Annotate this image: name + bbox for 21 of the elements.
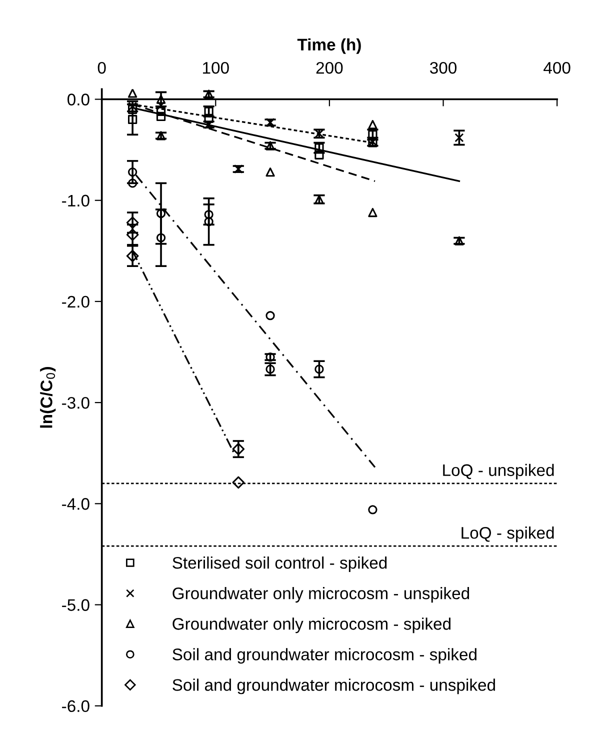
legend-label: Soil and groundwater microcosm - unspiked [172, 678, 495, 694]
y-tick-label: -4.0 [62, 498, 90, 510]
legend-label: Soil and groundwater microcosm - spiked [172, 648, 476, 664]
ref-line-label: LoQ - unspiked [443, 464, 554, 480]
legend-label: Sterilised soil control - spiked [172, 556, 387, 572]
x-tick-label: 100 [203, 62, 229, 74]
y-tick-label: 0.0 [68, 94, 90, 106]
x-tick-label: 0 [98, 62, 106, 74]
legend-label: Groundwater only microcosm - spiked [172, 618, 450, 634]
x-tick-label: 200 [316, 62, 343, 74]
legend-label: Groundwater only microcosm - unspiked [172, 587, 470, 603]
y-tick-label: -1.0 [62, 194, 90, 207]
x-axis-title: Time (h) [297, 38, 361, 54]
y-tick-label: -2.0 [62, 296, 90, 308]
x-tick-label: 300 [430, 62, 457, 74]
x-tick-label: 400 [544, 62, 570, 74]
y-tick-label: -3.0 [62, 396, 90, 409]
ref-line-label: LoQ - spiked [462, 526, 554, 542]
y-tick-label: -5.0 [62, 599, 90, 611]
y-tick-label: -6.0 [62, 700, 90, 712]
y-axis-title: ln(C/C$_{0}$) [40, 367, 56, 428]
